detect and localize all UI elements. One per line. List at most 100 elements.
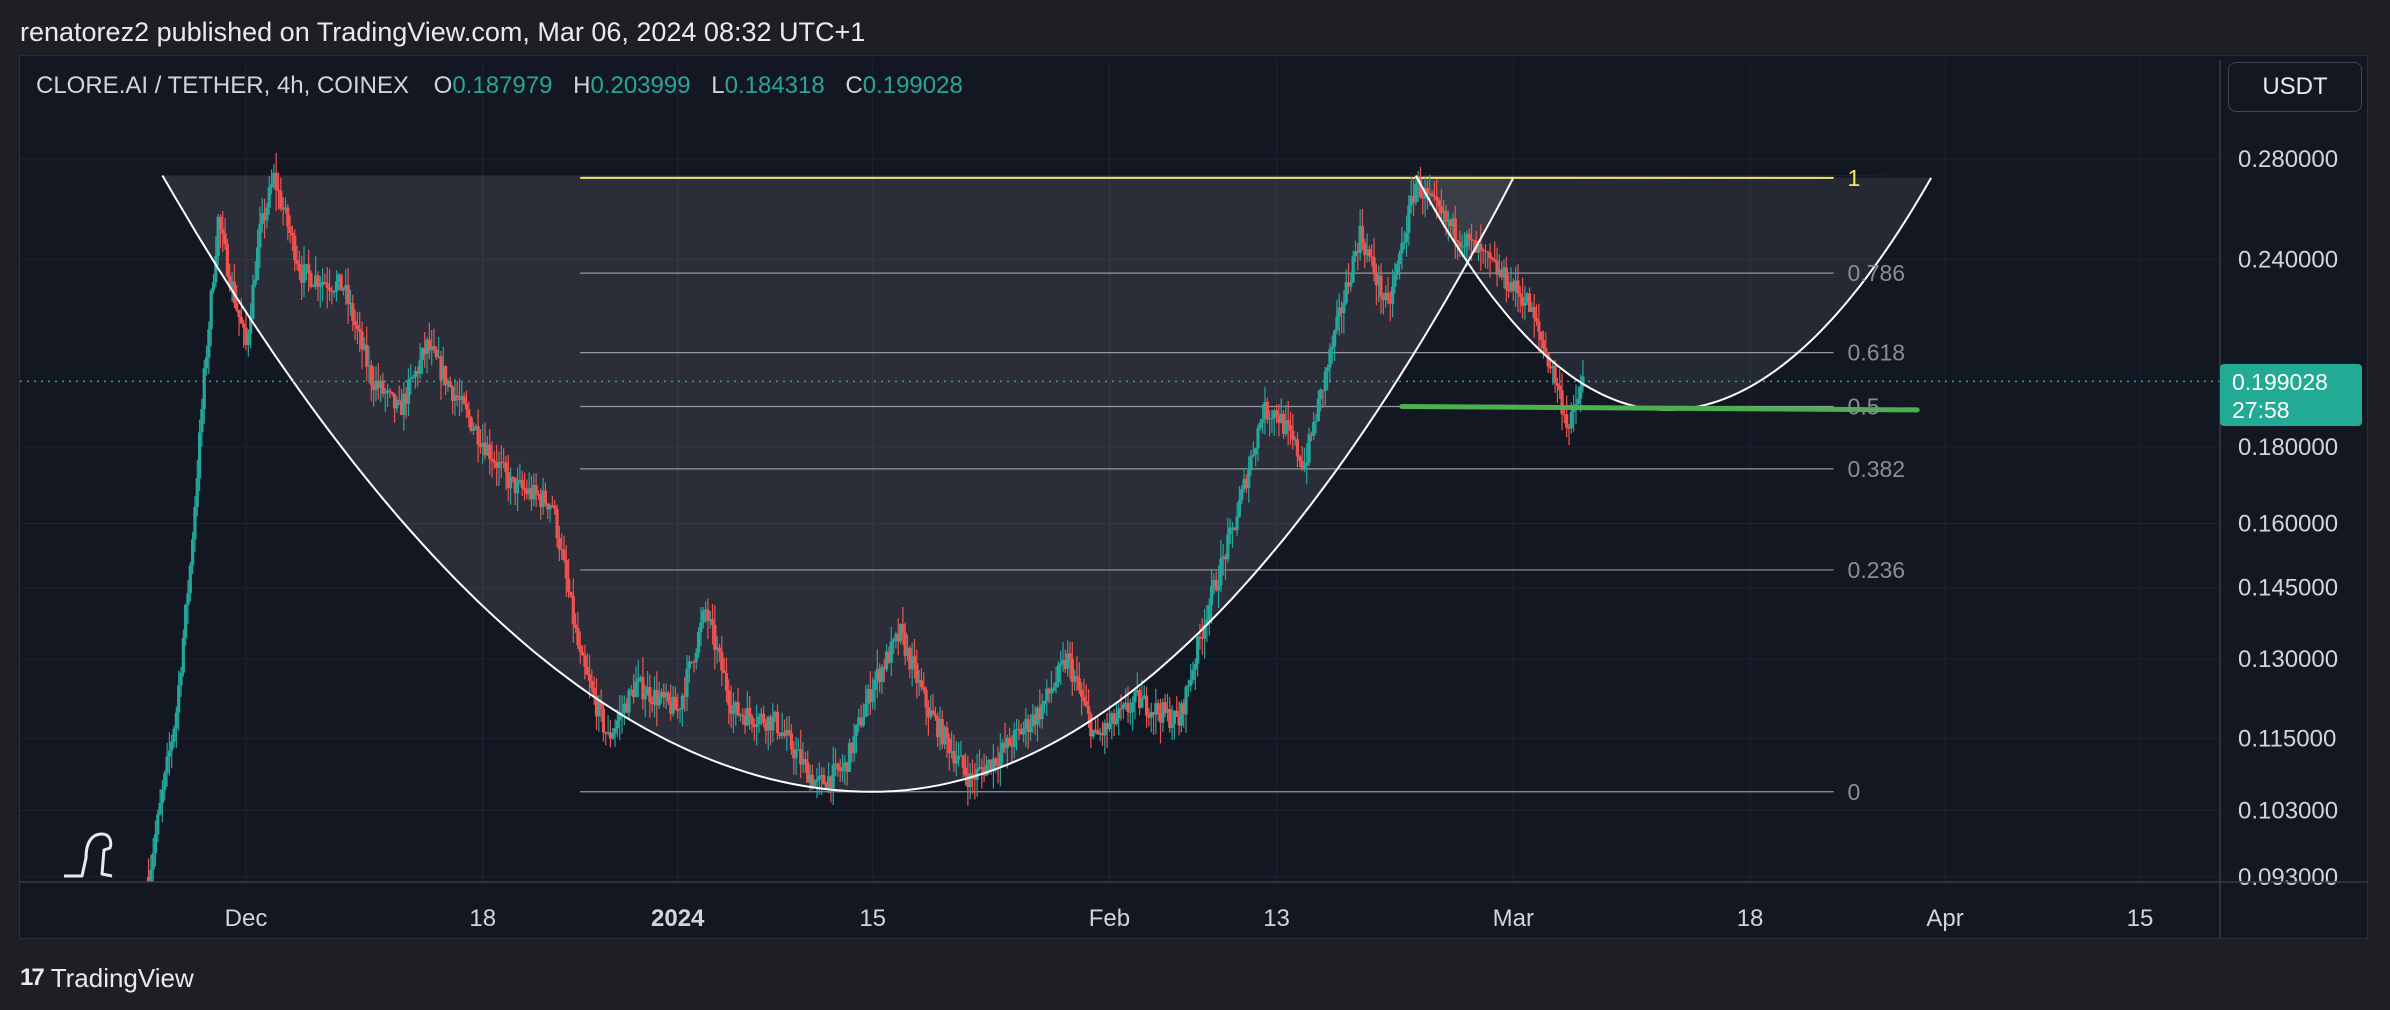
candle-body xyxy=(286,207,290,227)
candle-body xyxy=(1435,196,1439,201)
candle-body xyxy=(478,444,483,448)
candle-body xyxy=(1328,349,1332,368)
candle-body xyxy=(460,396,464,400)
y-tick-label: 0.093000 xyxy=(2238,864,2338,891)
candle-body xyxy=(1098,733,1102,735)
candle-body xyxy=(896,634,900,642)
candle-body xyxy=(1179,703,1183,726)
candle-body xyxy=(706,609,710,622)
candle-body xyxy=(1019,729,1023,735)
candle-body xyxy=(1483,250,1488,252)
candle-body xyxy=(687,661,691,669)
candle-body xyxy=(1444,210,1448,222)
candle-body xyxy=(548,505,552,510)
candle-body xyxy=(1149,711,1153,718)
high-value: 0.203999 xyxy=(590,72,691,99)
candle-body xyxy=(1442,210,1446,214)
candle-body xyxy=(1237,500,1242,517)
candle-body xyxy=(1177,716,1181,726)
candle-body xyxy=(1409,196,1413,206)
candle-body xyxy=(840,767,845,772)
candle-body xyxy=(409,378,413,380)
candle-body xyxy=(759,713,763,717)
candle-body xyxy=(973,776,977,780)
candle-body xyxy=(1096,730,1100,735)
candle-body xyxy=(664,692,668,698)
candle-body xyxy=(1481,250,1485,252)
candle-body xyxy=(1156,703,1160,714)
candle-body xyxy=(174,712,178,729)
candle-body xyxy=(474,426,478,430)
candle-body xyxy=(1525,293,1529,303)
candle-body xyxy=(901,624,905,633)
candle-body xyxy=(560,549,564,551)
axes: Dec 18 2024 15 Feb 13 Mar 18 Apr 15 0.280000 0.2400… xyxy=(20,60,2368,938)
footer-logo[interactable]: 17 TradingView xyxy=(20,960,194,996)
candle-body xyxy=(434,349,438,358)
candle-body xyxy=(385,390,390,393)
candle-body xyxy=(1274,410,1279,417)
candle-body xyxy=(488,444,492,459)
candle-body xyxy=(269,184,274,188)
candle-body xyxy=(1161,702,1165,723)
candle-body xyxy=(344,285,348,290)
candle-body xyxy=(476,426,480,445)
candle-body xyxy=(1511,282,1515,292)
candle-body xyxy=(1384,292,1388,300)
symbol-label: CLORE.AI / TETHER, 4h, COINEX xyxy=(36,72,409,99)
candle-body xyxy=(177,685,181,713)
candle-body xyxy=(334,281,339,292)
x-tick-label: Apr xyxy=(1926,905,1963,932)
candle-body xyxy=(1451,218,1455,227)
candle-body xyxy=(578,645,582,652)
candle-body xyxy=(1165,709,1170,713)
candle-body xyxy=(1054,682,1058,688)
candle-body xyxy=(1539,331,1543,341)
candle-body xyxy=(940,719,944,745)
publisher-line: renatorez2 published on TradingView.com,… xyxy=(20,17,866,47)
candle-body xyxy=(1063,659,1067,669)
currency-button[interactable]: USDT xyxy=(2228,62,2362,112)
candle-body xyxy=(998,752,1002,766)
candle-body xyxy=(399,401,404,415)
candle-body xyxy=(806,761,810,783)
candle-body xyxy=(887,651,891,663)
candle-body xyxy=(926,707,930,718)
candle-body xyxy=(608,732,613,739)
candle-body xyxy=(450,386,455,401)
candle-body xyxy=(622,703,626,713)
candle-body xyxy=(1379,275,1383,297)
candle-body xyxy=(1393,274,1397,287)
candle-body xyxy=(1005,737,1009,749)
candle-body xyxy=(425,339,429,354)
candle-body xyxy=(230,281,234,288)
candle-body xyxy=(1031,714,1035,727)
candle-body xyxy=(1458,241,1462,247)
candle-body xyxy=(1462,246,1467,248)
candle-body xyxy=(1140,698,1144,708)
candle-body xyxy=(427,339,431,351)
candle-body xyxy=(924,689,928,708)
candle-body xyxy=(854,725,859,736)
candle-body xyxy=(792,749,796,759)
candle-body xyxy=(432,346,436,350)
candle-body xyxy=(1049,690,1054,694)
candle-body xyxy=(1551,366,1555,369)
candle-body xyxy=(938,719,942,738)
candle-body xyxy=(195,478,199,507)
candle-body xyxy=(534,484,538,494)
candle-body xyxy=(1486,251,1490,253)
candle-body xyxy=(1077,678,1081,690)
candle-body xyxy=(1472,240,1476,242)
candle-body xyxy=(1182,703,1186,715)
candle-body xyxy=(404,393,408,404)
candle-body xyxy=(1267,418,1272,420)
candle-body xyxy=(662,691,666,698)
candle-body xyxy=(525,489,529,495)
x-tick-label: 2024 xyxy=(651,905,705,932)
candle-body xyxy=(149,869,153,882)
y-tick-label: 0.280000 xyxy=(2238,146,2338,173)
candle-body xyxy=(643,695,647,700)
fib-level-label: 0.236 xyxy=(1848,557,1906,583)
